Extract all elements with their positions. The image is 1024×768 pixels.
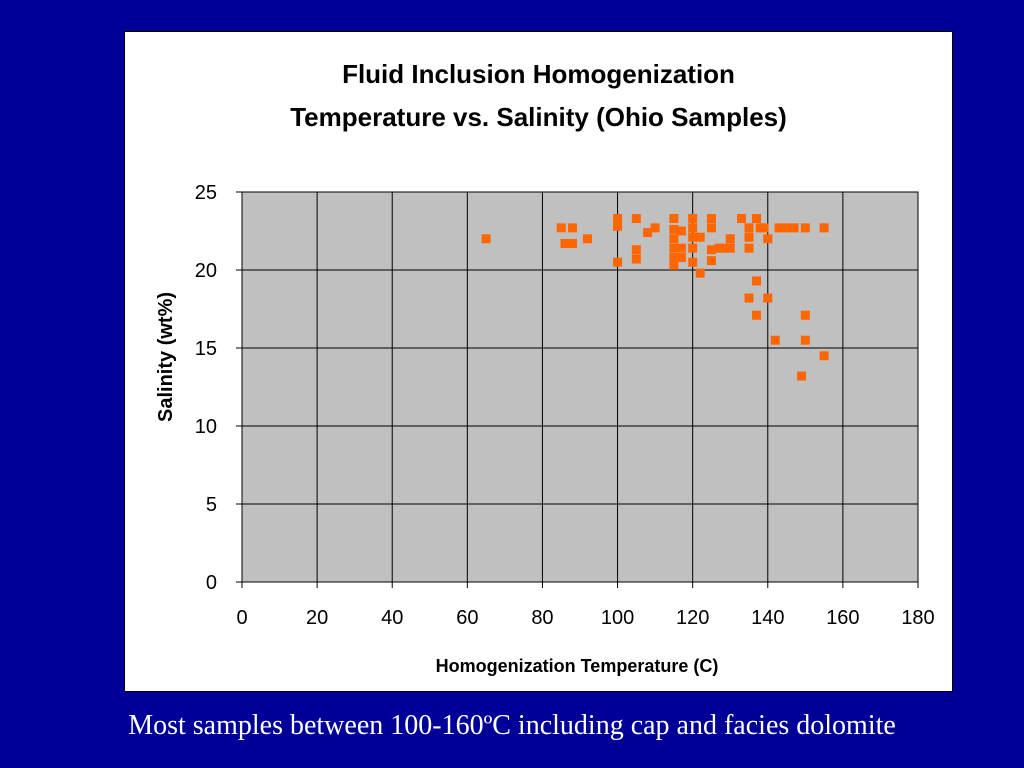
data-point: [763, 293, 773, 303]
data-point: [706, 223, 716, 233]
data-point: [744, 232, 754, 242]
data-point: [800, 223, 810, 233]
data-point: [819, 223, 829, 233]
data-point: [688, 257, 698, 267]
data-point: [631, 254, 641, 264]
data-point: [613, 214, 623, 224]
data-point: [481, 234, 491, 244]
data-point: [706, 214, 716, 224]
data-point: [706, 256, 716, 266]
data-point: [669, 260, 679, 270]
x-tick-label: 60: [456, 607, 478, 629]
data-point: [819, 351, 829, 361]
data-point: [669, 243, 679, 253]
data-point: [688, 243, 698, 253]
data-point: [631, 245, 641, 255]
data-point: [688, 232, 698, 242]
data-point: [789, 223, 799, 233]
chart-title-line-2: Temperature vs. Salinity (Ohio Samples): [290, 102, 787, 132]
data-point: [725, 243, 735, 253]
data-point: [725, 234, 735, 244]
plot-area: [241, 191, 919, 583]
data-point: [718, 243, 728, 253]
data-point: [676, 243, 686, 253]
x-tick-label: 180: [901, 607, 934, 629]
x-axis-title: Homogenization Temperature (C): [436, 656, 719, 676]
data-point: [752, 276, 762, 286]
data-point: [763, 234, 773, 244]
data-point: [560, 238, 570, 248]
data-point: [800, 310, 810, 320]
data-point: [744, 243, 754, 253]
y-tick-label: 10: [195, 416, 217, 438]
y-tick-label: 5: [206, 494, 217, 516]
x-tick-label: 0: [236, 607, 247, 629]
data-point: [706, 245, 716, 255]
chart-panel: Fluid Inclusion Homogenization Temperatu…: [124, 31, 953, 692]
slide-caption: Most samples between 100-160ºC including…: [128, 710, 896, 741]
data-point: [688, 214, 698, 224]
data-point: [669, 234, 679, 244]
data-point: [669, 214, 679, 224]
data-point: [688, 223, 698, 233]
y-tick-label: 25: [195, 182, 217, 204]
y-tick-label: 0: [206, 572, 217, 594]
data-point: [583, 234, 593, 244]
y-axis-title: Salinity (wt%): [155, 292, 177, 422]
data-point: [695, 268, 705, 278]
x-tick-label: 140: [751, 607, 784, 629]
data-point: [643, 228, 653, 238]
data-point: [770, 335, 780, 345]
data-point: [676, 226, 686, 236]
x-tick-label: 120: [676, 607, 709, 629]
data-point: [744, 223, 754, 233]
data-point: [613, 257, 623, 267]
data-point: [695, 232, 705, 242]
chart-title-line-1: Fluid Inclusion Homogenization: [342, 59, 735, 89]
data-point: [752, 214, 762, 224]
data-point: [669, 224, 679, 234]
data-point: [774, 223, 784, 233]
data-point: [752, 310, 762, 320]
data-point: [744, 293, 754, 303]
data-point: [782, 223, 792, 233]
data-point: [631, 214, 641, 224]
x-tick-label: 80: [531, 607, 553, 629]
data-point: [800, 335, 810, 345]
data-point: [676, 253, 686, 263]
data-point: [567, 223, 577, 233]
x-tick-label: 40: [381, 607, 403, 629]
data-point: [650, 223, 660, 233]
x-tick-label: 160: [826, 607, 859, 629]
data-point: [736, 214, 746, 224]
data-point: [556, 223, 566, 233]
y-tick-label: 20: [195, 260, 217, 282]
data-point: [567, 238, 577, 248]
data-point: [797, 371, 807, 381]
data-point: [613, 221, 623, 231]
scatter-plot: 0 20 40 60 80 100 120 140 160 180 0 5 10 15 20 25 Homoge…: [155, 182, 935, 676]
x-tick-label: 20: [306, 607, 328, 629]
y-tick-label: 15: [195, 338, 217, 360]
x-tick-label: 100: [601, 607, 634, 629]
data-point: [669, 253, 679, 263]
data-point: [759, 223, 769, 233]
